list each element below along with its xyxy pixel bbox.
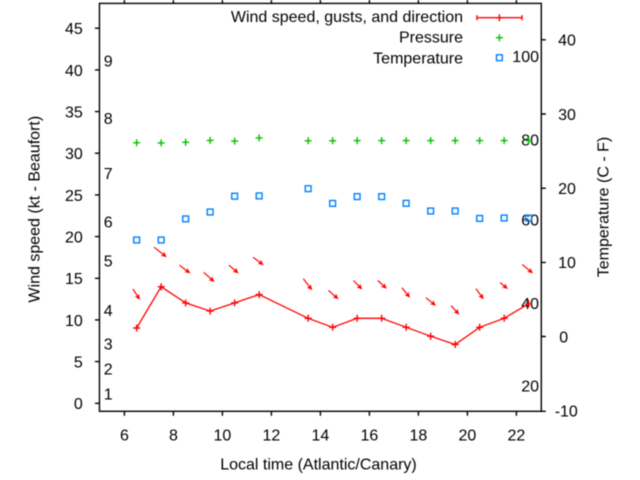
svg-text:5: 5 [104,253,113,270]
svg-text:1: 1 [104,387,113,404]
svg-text:40: 40 [65,63,83,80]
svg-text:Temperature (C - F): Temperature (C - F) [596,137,613,277]
svg-text:0: 0 [74,396,83,413]
svg-text:-10: -10 [555,404,578,421]
svg-text:6: 6 [104,215,113,232]
svg-text:30: 30 [558,107,576,124]
svg-text:20: 20 [459,427,477,444]
svg-text:8: 8 [169,427,178,444]
svg-text:25: 25 [65,188,83,205]
svg-text:2: 2 [104,361,113,378]
svg-text:Temperature: Temperature [373,50,463,67]
svg-text:16: 16 [361,427,379,444]
svg-text:Pressure: Pressure [399,30,463,47]
svg-text:20: 20 [65,230,83,247]
svg-text:6: 6 [120,427,129,444]
svg-text:40: 40 [558,33,576,50]
svg-text:7: 7 [104,166,113,183]
svg-text:Wind speed, gusts, and directi: Wind speed, gusts, and direction [231,9,463,26]
svg-text:35: 35 [65,105,83,122]
svg-text:Local time (Atlantic/Canary): Local time (Atlantic/Canary) [220,457,417,474]
svg-text:40: 40 [521,296,539,313]
svg-text:14: 14 [312,427,330,444]
svg-text:9: 9 [104,53,113,70]
svg-text:15: 15 [65,271,83,288]
svg-text:30: 30 [65,146,83,163]
svg-text:3: 3 [104,336,113,353]
svg-text:45: 45 [65,21,83,38]
svg-text:4: 4 [104,303,113,320]
svg-text:100: 100 [512,49,539,66]
svg-text:18: 18 [410,427,428,444]
svg-text:0: 0 [559,329,568,346]
svg-text:Wind speed (kt - Beaufort): Wind speed (kt - Beaufort) [27,116,44,303]
svg-text:8: 8 [104,111,113,128]
svg-text:20: 20 [558,181,576,198]
svg-text:22: 22 [508,427,526,444]
svg-text:20: 20 [521,378,539,395]
svg-text:5: 5 [74,355,83,372]
svg-text:10: 10 [214,427,232,444]
svg-text:10: 10 [65,313,83,330]
svg-text:10: 10 [558,255,576,272]
svg-text:12: 12 [263,427,281,444]
